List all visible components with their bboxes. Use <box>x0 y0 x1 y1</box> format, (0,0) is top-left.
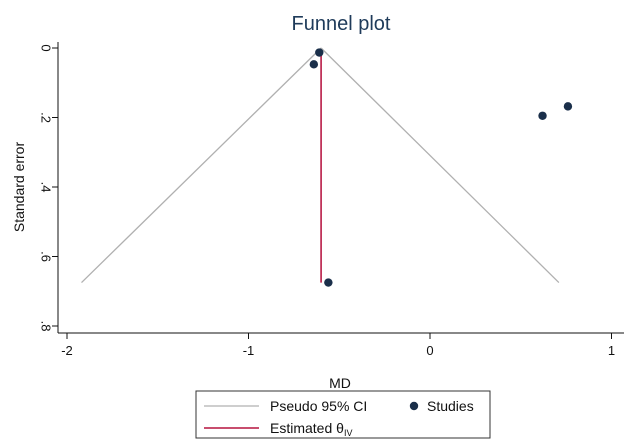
x-axis-label: MD <box>329 375 351 391</box>
legend: Pseudo 95% CI Studies Estimated θIV <box>195 390 491 439</box>
x-tick-label: -1 <box>243 343 255 358</box>
study-point <box>563 102 573 111</box>
pseudo-ci-left-line <box>81 47 322 284</box>
y-tick-label: .4 <box>39 182 54 193</box>
axes <box>57 42 624 334</box>
y-tick-label: .6 <box>39 251 54 262</box>
x-tick-label: 1 <box>608 343 615 358</box>
y-axis-label: Standard error <box>11 142 27 233</box>
legend-estimate-subscript: IV <box>344 428 353 438</box>
study-point <box>324 278 333 287</box>
legend-box <box>195 390 491 439</box>
legend-estimate-label: Estimated θIV <box>270 420 352 438</box>
pseudo-ci-right-line <box>320 47 560 284</box>
x-tick-label: -2 <box>61 343 73 358</box>
y-axis-ticks: 0 .2 .4 .6 .8 <box>39 44 58 331</box>
study-point <box>309 60 319 69</box>
y-tick-label: 0 <box>39 44 54 51</box>
chart-title: Funnel plot <box>292 13 391 35</box>
x-axis-ticks: -2 -1 0 1 <box>61 333 615 358</box>
y-tick-label: .2 <box>39 112 54 123</box>
legend-studies-label: Studies <box>427 398 474 414</box>
legend-ci-label: Pseudo 95% CI <box>270 398 367 414</box>
study-point <box>538 111 547 120</box>
study-points <box>309 48 573 287</box>
study-point <box>315 48 324 57</box>
y-tick-label: .8 <box>39 321 54 332</box>
pseudo-ci-lines <box>81 47 560 284</box>
x-tick-label: 0 <box>426 343 433 358</box>
legend-estimate-text: Estimated θ <box>270 420 344 436</box>
legend-studies-swatch <box>409 401 419 411</box>
